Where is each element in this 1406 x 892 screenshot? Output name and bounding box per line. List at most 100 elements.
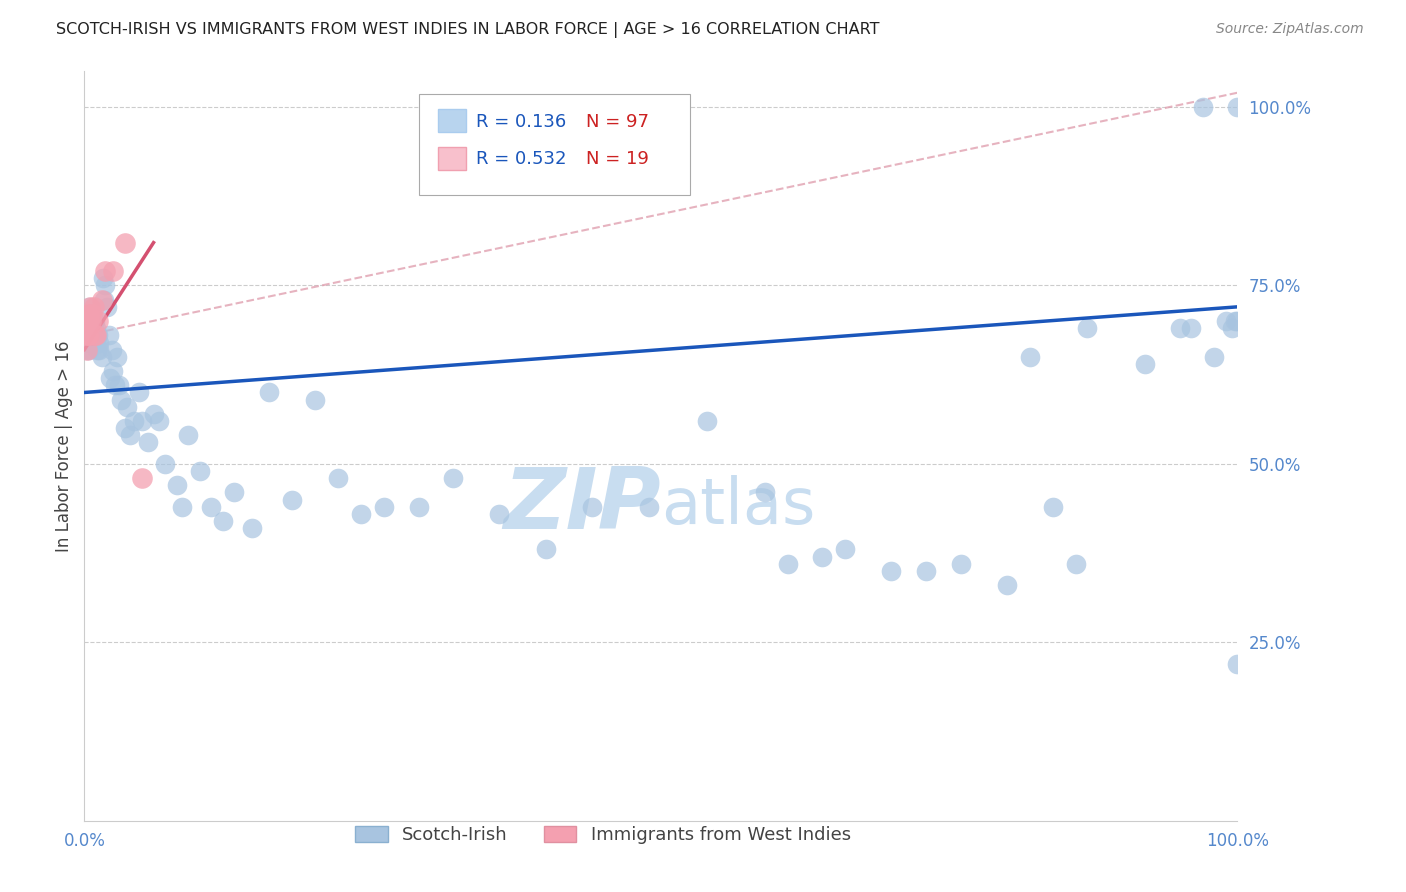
Point (1223, 314, 1246, 328)
Point (94, 278, 117, 293)
Point (110, 392, 132, 407)
Y-axis label: In Labor Force | Age > 16: In Labor Force | Age > 16 (55, 340, 73, 552)
Point (224, 485, 246, 500)
Point (1180, 321, 1202, 335)
Point (1204, 350, 1226, 364)
Point (79, 314, 101, 328)
Point (94, 264, 117, 278)
Point (326, 471, 349, 485)
Point (166, 478, 188, 492)
Point (915, 564, 938, 578)
Point (76, 328, 98, 343)
Point (995, 578, 1018, 592)
Point (114, 235, 136, 250)
Point (90, 293, 112, 307)
Point (83, 314, 105, 328)
Point (96, 300, 118, 314)
Point (534, 542, 557, 557)
Legend: Scotch-Irish, Immigrants from West Indies: Scotch-Irish, Immigrants from West Indie… (346, 816, 860, 853)
Point (128, 385, 150, 400)
Point (98, 371, 121, 385)
Text: atlas: atlas (661, 475, 815, 537)
Point (89, 343, 111, 357)
Point (441, 471, 464, 485)
Point (87, 314, 110, 328)
Point (1042, 500, 1064, 514)
Point (257, 385, 280, 400)
Point (80, 335, 103, 350)
Point (86, 328, 108, 343)
Text: N = 97: N = 97 (586, 112, 650, 130)
Point (103, 264, 124, 278)
FancyBboxPatch shape (439, 146, 465, 169)
Point (1168, 321, 1191, 335)
Point (408, 500, 430, 514)
Point (93, 293, 115, 307)
Point (153, 457, 176, 471)
Point (108, 378, 131, 392)
Point (131, 471, 153, 485)
Point (76, 328, 98, 343)
Point (77, 335, 100, 350)
Point (79, 300, 101, 314)
Point (87, 328, 110, 343)
Point (122, 414, 145, 428)
Point (177, 428, 200, 442)
Point (172, 500, 194, 514)
Point (1076, 321, 1098, 335)
Point (80, 321, 103, 335)
Point (83, 300, 105, 314)
Point (101, 343, 124, 357)
Point (200, 500, 222, 514)
Point (114, 421, 136, 435)
Point (91, 271, 114, 285)
Point (240, 521, 263, 535)
Text: R = 0.532: R = 0.532 (477, 150, 567, 168)
Text: ZIP: ZIP (503, 465, 661, 548)
Point (83, 314, 105, 328)
Point (811, 549, 834, 564)
Point (80, 314, 103, 328)
Point (76, 307, 98, 321)
Text: Source: ZipAtlas.com: Source: ZipAtlas.com (1216, 22, 1364, 37)
Point (76, 343, 98, 357)
Point (79, 328, 101, 343)
Point (105, 350, 128, 364)
Point (949, 557, 972, 571)
Text: SCOTCH-IRISH VS IMMIGRANTS FROM WEST INDIES IN LABOR FORCE | AGE > 16 CORRELATIO: SCOTCH-IRISH VS IMMIGRANTS FROM WEST IND… (56, 22, 880, 38)
Text: N = 19: N = 19 (586, 150, 648, 168)
Point (581, 500, 603, 514)
Point (84, 321, 107, 335)
Point (304, 392, 326, 407)
Point (76, 321, 98, 335)
Point (1226, 314, 1249, 328)
Point (86, 343, 108, 357)
Point (1018, 350, 1040, 364)
Point (82, 307, 104, 321)
Point (131, 414, 153, 428)
Point (1215, 314, 1237, 328)
Point (75, 328, 97, 343)
Point (1064, 557, 1087, 571)
Point (89, 335, 111, 350)
Point (142, 407, 165, 421)
Point (83, 328, 105, 343)
Point (880, 564, 903, 578)
Point (638, 500, 661, 514)
FancyBboxPatch shape (439, 109, 465, 132)
Point (1191, 100, 1213, 114)
Point (83, 314, 105, 328)
Point (76, 314, 98, 328)
Point (148, 414, 170, 428)
Point (83, 328, 105, 343)
Point (84, 328, 107, 343)
Point (77, 343, 100, 357)
Point (75, 328, 97, 343)
Point (136, 435, 159, 450)
FancyBboxPatch shape (419, 94, 690, 195)
Point (834, 542, 856, 557)
Point (77, 328, 100, 343)
Point (120, 428, 142, 442)
Point (754, 485, 776, 500)
Point (77, 300, 100, 314)
